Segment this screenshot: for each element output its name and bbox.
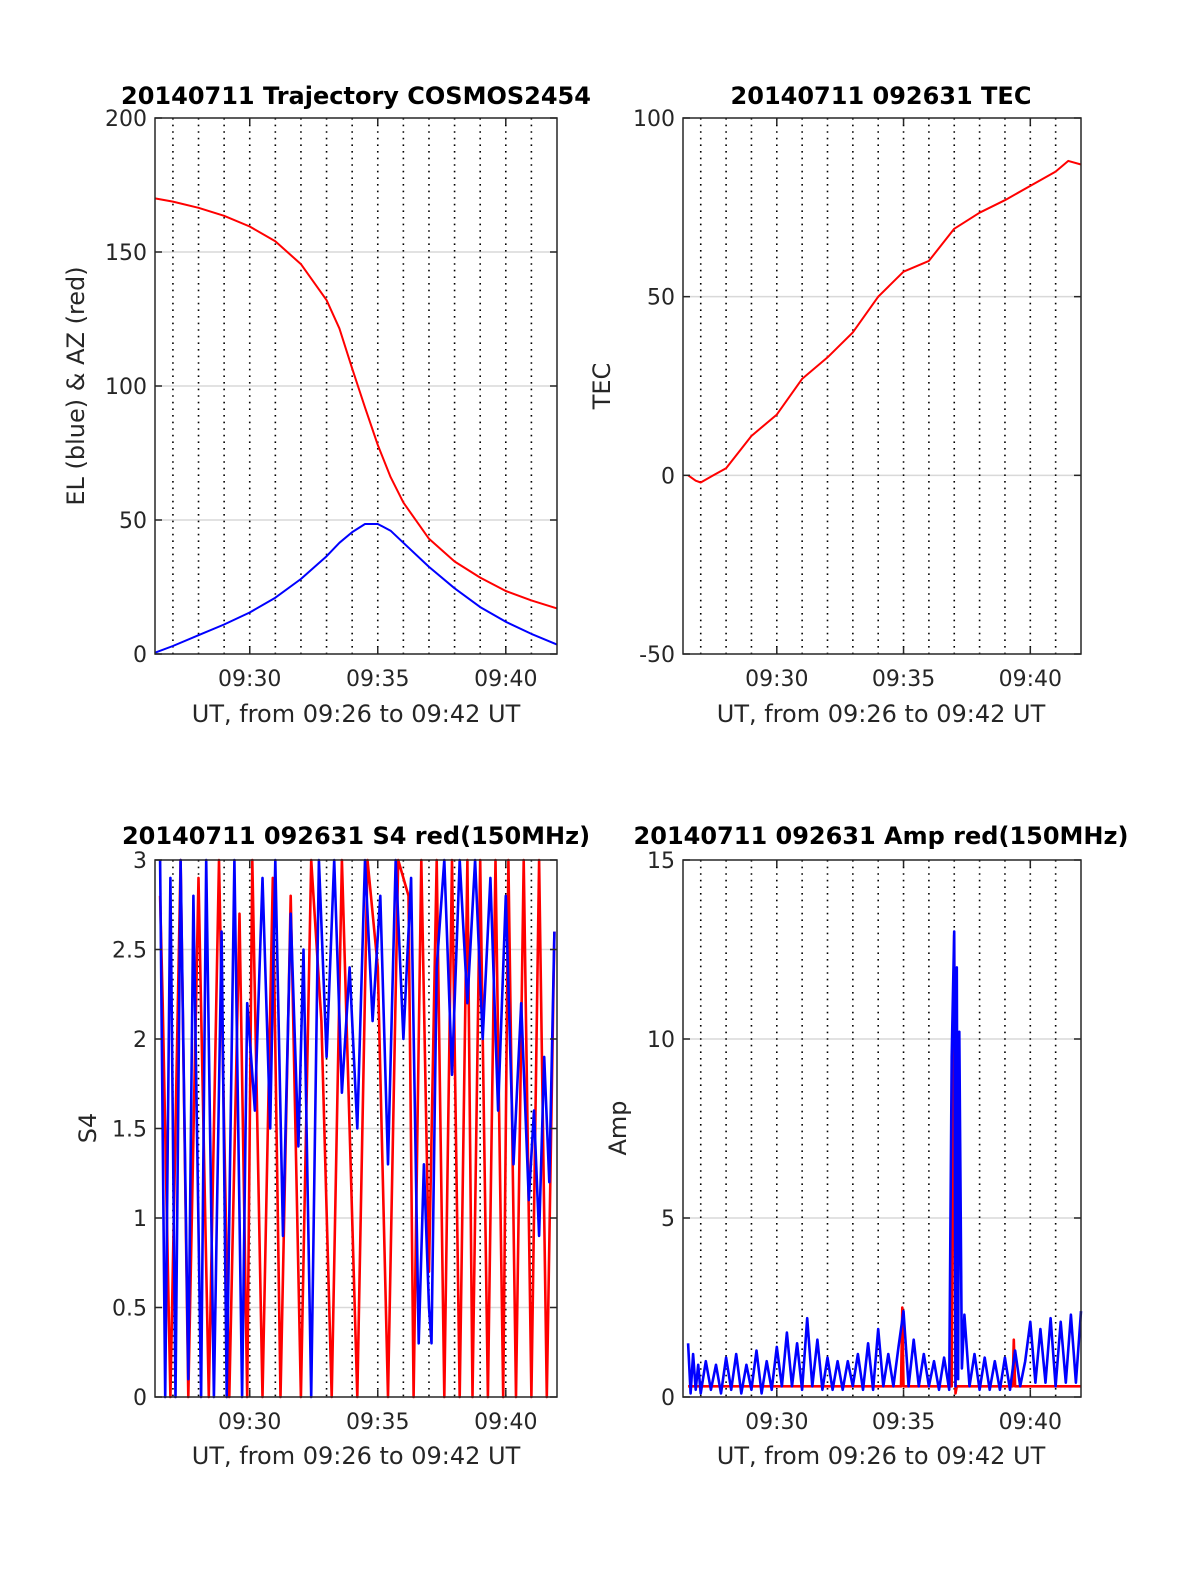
amp-y-tick-label: 10 (647, 1028, 675, 1053)
tec-y-tick-label: 0 (661, 464, 675, 489)
amp-x-tick-label: 09:30 (745, 1410, 808, 1435)
trajectory-series-blue-line (154, 523, 558, 654)
tec-y-tick-label: -50 (639, 643, 675, 668)
trajectory-panel: 20140711 Trajectory COSMOS2454 0 50 100 150… (62, 82, 591, 728)
tec-x-tick-label: 09:30 (745, 667, 808, 692)
s4-series (158, 858, 556, 1399)
trajectory-title: 20140711 Trajectory COSMOS2454 (121, 82, 591, 110)
s4-y-tick-label: 0.5 (112, 1297, 147, 1322)
amp-x-tick-label: 09:40 (999, 1410, 1062, 1435)
trajectory-y-tick-label: 0 (133, 643, 147, 668)
amp-panel: 20140711 092631 Amp red(150MHz) 0 5 10 15 0… (604, 822, 1128, 1470)
amp-grid (683, 860, 1081, 1397)
tec-series (687, 159, 1082, 484)
amp-axes-frame (682, 859, 1082, 1398)
s4-series-blue-line (158, 858, 556, 1399)
tec-x-tick-label: 09:40 (999, 667, 1062, 692)
trajectory-x-label: UT, from 09:26 to 09:42 UT (192, 700, 521, 728)
s4-x-ticks: 09:30 09:35 09:40 (218, 860, 537, 1435)
trajectory-y-tick-label: 150 (105, 241, 147, 266)
s4-y-ticks: 0 0.5 1 1.5 2 2.5 3 (112, 849, 557, 1411)
trajectory-y-ticks: 0 50 100 150 200 (105, 107, 557, 668)
tec-y-ticks: -50 0 50 100 (633, 107, 1081, 668)
amp-x-ticks: 09:30 09:35 09:40 (745, 860, 1062, 1435)
amp-y-tick-label: 5 (661, 1207, 675, 1232)
trajectory-y-tick-label: 50 (119, 509, 147, 534)
amp-y-tick-label: 0 (661, 1386, 675, 1411)
s4-y-label: S4 (74, 1113, 102, 1144)
tec-y-tick-label: 50 (647, 286, 675, 311)
s4-y-tick-label: 1.5 (112, 1118, 147, 1143)
trajectory-x-tick-label: 09:30 (218, 667, 281, 692)
trajectory-x-tick-label: 09:40 (474, 667, 537, 692)
trajectory-x-tick-label: 09:35 (346, 667, 409, 692)
s4-y-tick-label: 0 (133, 1386, 147, 1411)
tec-y-label: TEC (588, 363, 616, 411)
tec-x-tick-label: 09:35 (872, 667, 935, 692)
s4-y-tick-label: 2 (133, 1028, 147, 1053)
s4-panel: 20140711 092631 S4 red(150MHz) 0 0.5 1 1.5 2… (74, 822, 590, 1470)
trajectory-y-tick-label: 200 (105, 107, 147, 132)
trajectory-y-tick-label: 100 (105, 375, 147, 400)
amp-series-red-line (688, 933, 1081, 1395)
s4-y-tick-label: 2.5 (112, 939, 147, 964)
s4-y-tick-label: 1 (133, 1207, 147, 1232)
s4-y-tick-label: 3 (133, 849, 147, 874)
s4-x-tick-label: 09:40 (474, 1410, 537, 1435)
s4-x-tick-label: 09:35 (346, 1410, 409, 1435)
amp-series-blue-line (686, 930, 1083, 1395)
trajectory-series (154, 197, 558, 654)
trajectory-y-label: EL (blue) & AZ (red) (62, 266, 90, 505)
amp-y-tick-label: 15 (647, 849, 675, 874)
amp-y-label: Amp (604, 1100, 632, 1155)
amp-x-tick-label: 09:35 (872, 1410, 935, 1435)
tec-x-ticks: 09:30 09:35 09:40 (745, 118, 1062, 692)
trajectory-series-red-line (154, 197, 558, 610)
s4-x-label: UT, from 09:26 to 09:42 UT (192, 1442, 521, 1470)
amp-series (686, 930, 1083, 1395)
tec-x-label: UT, from 09:26 to 09:42 UT (717, 700, 1046, 728)
tec-y-tick-label: 100 (633, 107, 675, 132)
tec-axes-frame (682, 117, 1082, 655)
amp-title: 20140711 092631 Amp red(150MHz) (634, 822, 1129, 850)
tec-title: 20140711 092631 TEC (731, 82, 1032, 110)
tec-panel: 20140711 092631 TEC -50 0 50 100 09:30 09:35… (588, 82, 1082, 728)
trajectory-grid (155, 118, 557, 654)
s4-x-tick-label: 09:30 (218, 1410, 281, 1435)
trajectory-x-ticks: 09:30 09:35 09:40 (218, 118, 537, 692)
tec-series-red-line (687, 159, 1082, 484)
amp-y-ticks: 0 5 10 15 (647, 849, 1081, 1411)
s4-title: 20140711 092631 S4 red(150MHz) (122, 822, 590, 850)
tec-grid (683, 118, 1081, 654)
amp-x-label: UT, from 09:26 to 09:42 UT (717, 1442, 1046, 1470)
